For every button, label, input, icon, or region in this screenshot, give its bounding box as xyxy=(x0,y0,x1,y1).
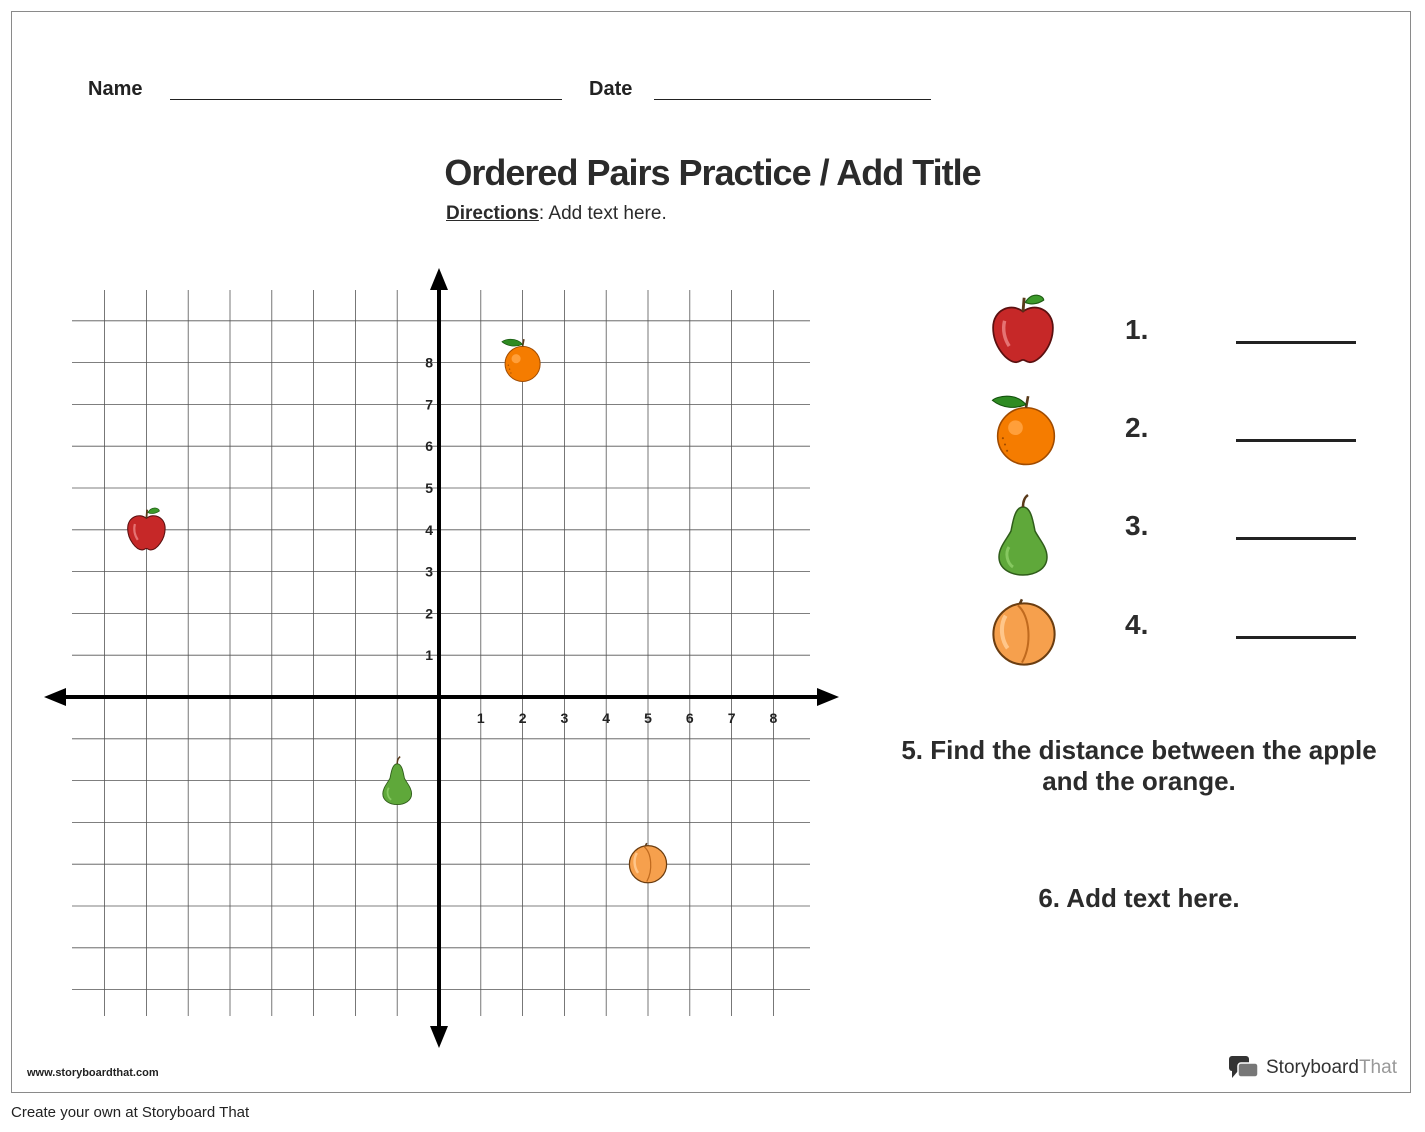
answer-2-line[interactable] xyxy=(1236,439,1356,442)
x-tick-label: 5 xyxy=(644,710,652,726)
date-field-line[interactable] xyxy=(654,99,931,100)
question-4-number: 4. xyxy=(1125,609,1149,640)
y-axis-bottom-arrow xyxy=(430,1026,448,1048)
name-label: Name xyxy=(88,78,143,100)
apple-icon xyxy=(991,293,1055,364)
worksheet-frame xyxy=(11,11,1411,1093)
x-axis-right-arrow xyxy=(817,688,839,706)
question-1-number: 1. xyxy=(1125,314,1149,345)
question-5: 5. Find the distance between the apple a… xyxy=(901,735,1377,796)
y-axis-top-arrow xyxy=(430,268,448,290)
question-3-number: 3. xyxy=(1125,510,1149,541)
name-field-line[interactable] xyxy=(170,99,562,100)
question-2-number: 2. xyxy=(1125,412,1149,443)
y-tick-label: 6 xyxy=(425,438,433,454)
pear-icon xyxy=(997,493,1049,577)
x-axis-left-arrow xyxy=(44,688,66,706)
y-tick-label: 7 xyxy=(425,396,433,412)
worksheet-title: Ordered Pairs Practice / Add Title xyxy=(444,152,981,193)
answer-4-line[interactable] xyxy=(1236,636,1356,639)
tick-labels: 1 2 3 4 5 6 7 8 8 7 6 5 4 3 2 1 xyxy=(425,355,777,726)
x-tick-label: 4 xyxy=(602,710,610,726)
y-tick-label: 1 xyxy=(425,647,433,663)
footer-url[interactable]: www.storyboardthat.com xyxy=(27,1067,159,1079)
date-label: Date xyxy=(589,78,633,100)
peach-icon xyxy=(993,599,1054,664)
y-tick-label: 8 xyxy=(425,355,433,371)
y-tick-label: 4 xyxy=(425,522,433,538)
orange-icon xyxy=(991,394,1056,466)
directions: Directions: Add text here. xyxy=(446,203,667,225)
brand-that: That xyxy=(1358,1057,1397,1078)
brand-storyboard: Storyboard xyxy=(1266,1057,1359,1078)
x-tick-label: 3 xyxy=(561,710,569,726)
y-tick-label: 2 xyxy=(425,605,433,621)
directions-text: : Add text here. xyxy=(538,203,667,224)
answer-1-line[interactable] xyxy=(1236,341,1356,344)
y-tick-label: 5 xyxy=(425,480,433,496)
x-tick-label: 1 xyxy=(477,710,485,726)
speech-bubbles-icon xyxy=(1229,1056,1259,1078)
x-tick-label: 6 xyxy=(686,710,694,726)
footer-create-link[interactable]: Create your own at Storyboard That xyxy=(11,1104,250,1121)
question-6: 6. Add text here. xyxy=(1038,883,1240,913)
answer-3-line[interactable] xyxy=(1236,537,1356,540)
x-tick-label: 7 xyxy=(728,710,736,726)
x-tick-label: 2 xyxy=(519,710,527,726)
storyboardthat-logo[interactable]: StoryboardThat xyxy=(1228,1055,1397,1081)
x-tick-label: 8 xyxy=(770,710,778,726)
grid-lines xyxy=(72,290,810,1016)
directions-label: Directions xyxy=(446,203,539,224)
y-tick-label: 3 xyxy=(425,564,433,580)
axes xyxy=(44,268,839,1048)
